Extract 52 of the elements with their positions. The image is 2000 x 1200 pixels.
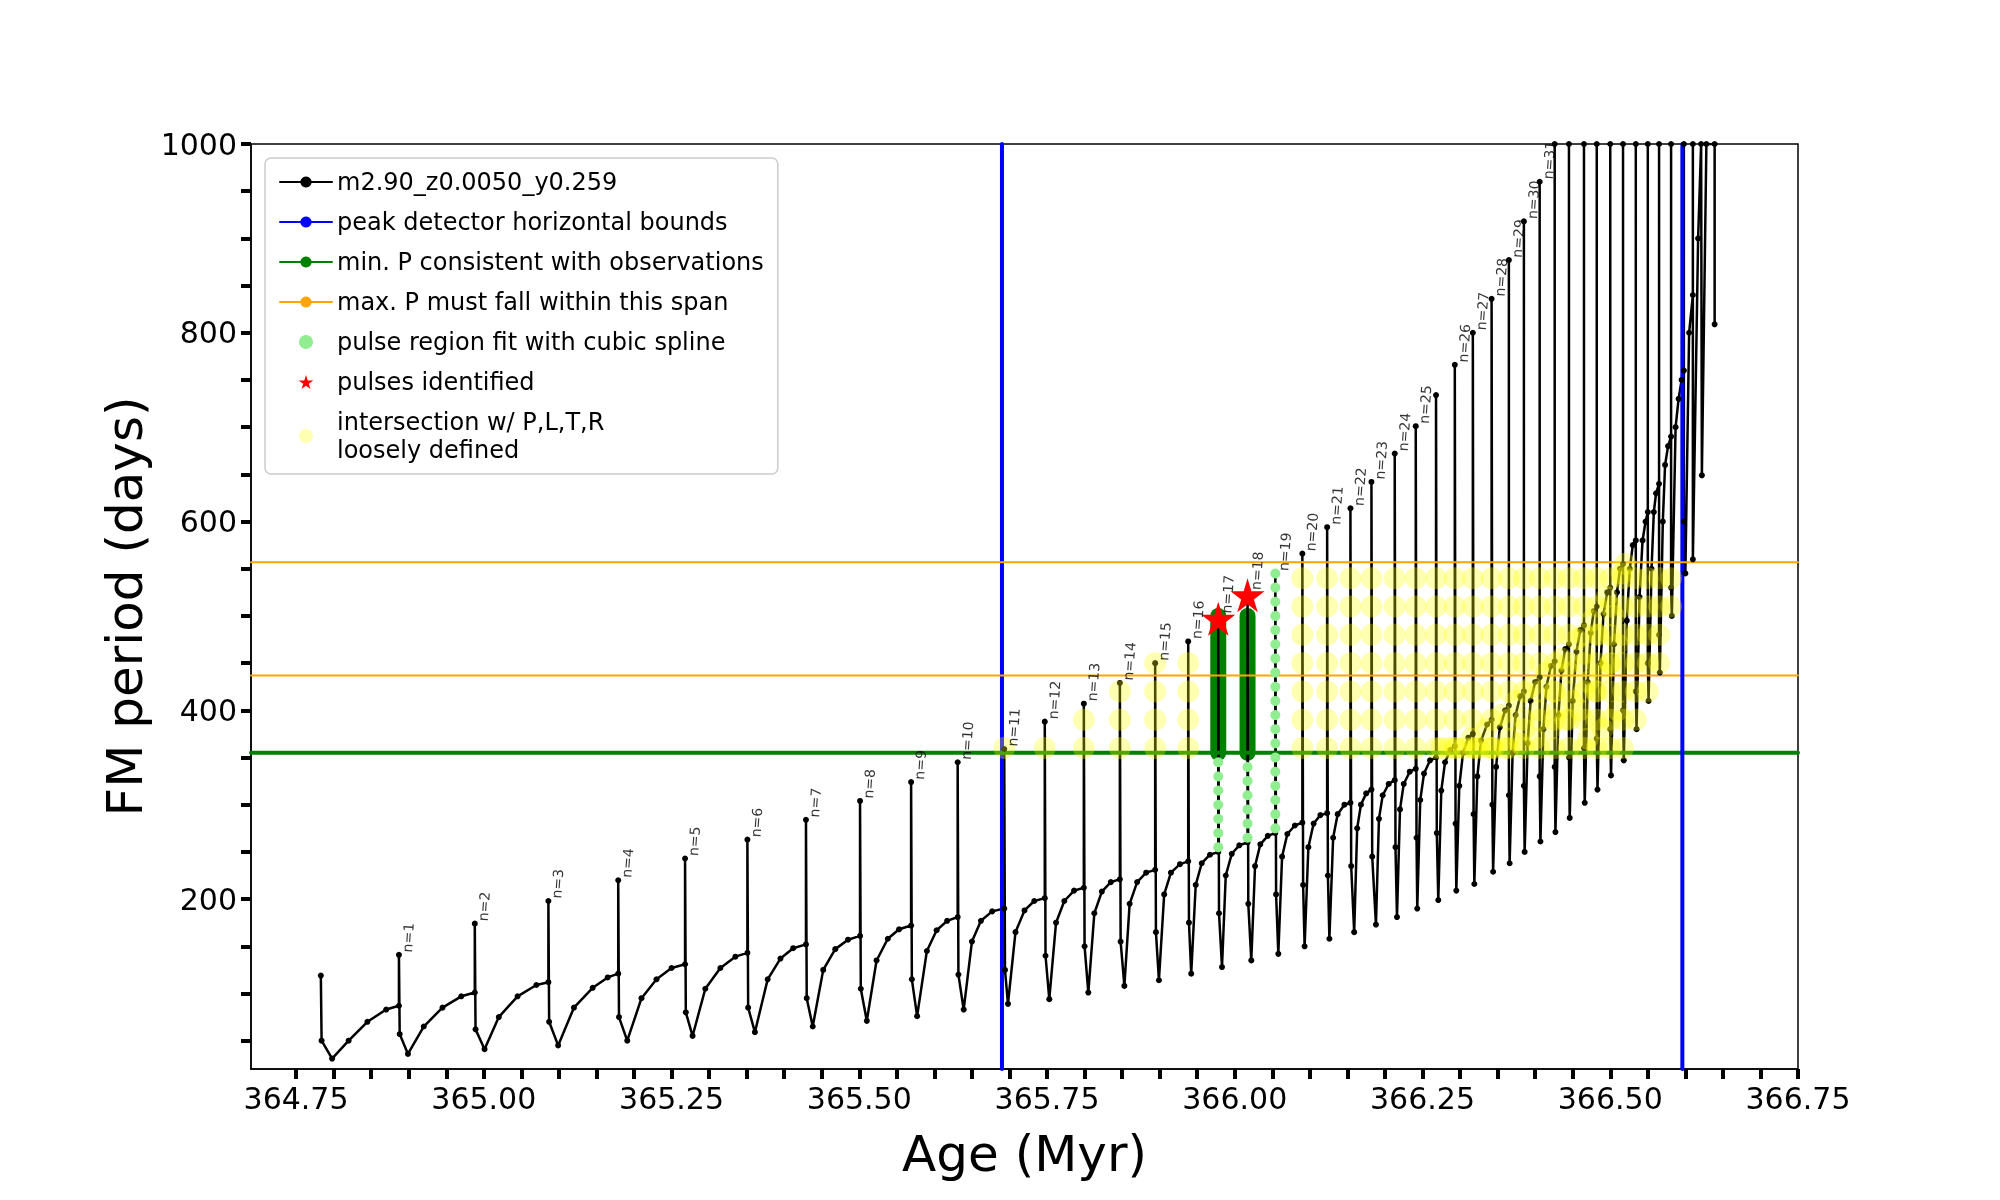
annotation: n=14 [1119, 641, 1139, 681]
legend-label: m2.90_z0.0050_y0.259 [337, 168, 618, 196]
annotation: n=9 [911, 749, 930, 781]
y-tick-label: 600 [179, 504, 237, 540]
x-tick-label: 365.75 [994, 1080, 1100, 1116]
y-tick-label: 200 [179, 881, 237, 917]
x-tick-label: 365.25 [619, 1080, 725, 1116]
annotation: n=8 [860, 768, 879, 799]
annotation: n=2 [474, 891, 493, 922]
x-tick-label: 365.00 [431, 1080, 537, 1116]
annotation: n=30 [1523, 180, 1543, 220]
annotation: n=6 [747, 807, 766, 838]
x-tick-label: 366.75 [1745, 1080, 1851, 1116]
annotation: n=25 [1415, 384, 1435, 425]
annotation: n=11 [1004, 707, 1023, 748]
legend-label: peak detector horizontal bounds [337, 208, 728, 236]
legend-label: pulse region fit with cubic spline [337, 328, 726, 356]
annotation: n=22 [1350, 466, 1370, 507]
annotation: n=19 [1275, 532, 1294, 572]
annotation: n=21 [1327, 485, 1346, 526]
y-axis-title: FM period (days) [95, 396, 154, 817]
legend-label: intersection w/ P,L,T,R loosely defined [337, 408, 605, 464]
annotation: n=4 [618, 847, 637, 879]
annotation: n=18 [1247, 550, 1267, 591]
annotation: n=7 [805, 787, 824, 818]
annotation: n=1 [398, 922, 417, 953]
annotation: n=27 [1472, 291, 1492, 331]
x-axis-title: Age (Myr) [902, 1125, 1147, 1183]
legend-label: pulses identified [337, 368, 535, 396]
legend-label: max. P must fall within this span [337, 288, 729, 316]
annotation: n=24 [1394, 412, 1414, 452]
annotation: n=20 [1302, 512, 1322, 552]
x-tick-label: 366.50 [1557, 1080, 1663, 1116]
annotation: n=10 [957, 720, 977, 761]
y-tick-label: 1000 [160, 126, 237, 162]
annotation: n=16 [1188, 599, 1207, 640]
annotation: n=17 [1218, 574, 1237, 614]
x-tick-label: 366.00 [1182, 1080, 1288, 1116]
annotation: n=15 [1155, 621, 1174, 662]
annotation: n=26 [1454, 323, 1474, 363]
annotation: n=3 [548, 868, 567, 900]
annotation: n=23 [1371, 440, 1391, 480]
x-tick-label: 366.25 [1370, 1080, 1476, 1116]
x-tick-label: 364.75 [243, 1080, 349, 1116]
x-tick-label: 365.50 [806, 1080, 912, 1116]
annotation: n=13 [1083, 662, 1103, 702]
annotation: n=28 [1491, 257, 1511, 297]
annotation: n=5 [685, 826, 704, 857]
legend-label: min. P consistent with observations [337, 248, 764, 276]
y-tick-label: 800 [179, 315, 237, 351]
y-tick-label: 400 [179, 692, 237, 728]
annotation: n=12 [1044, 680, 1064, 720]
